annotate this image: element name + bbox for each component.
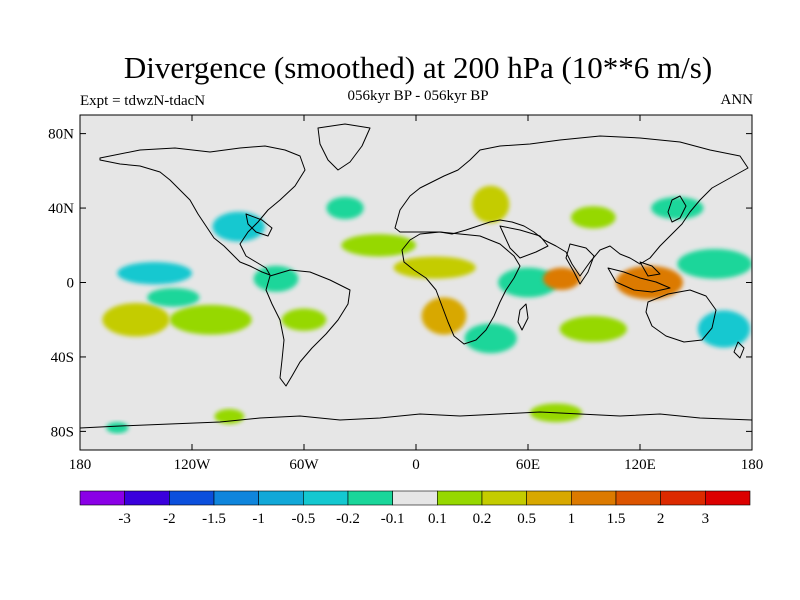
colorbar-swatch (392, 490, 438, 506)
colorbar-label: 2 (657, 511, 665, 527)
colorbar-swatch (660, 490, 706, 506)
x-tick-label: 120W (174, 457, 212, 473)
colorbar-label: 0.5 (517, 511, 536, 527)
plot-subtitle: 056kyr BP - 056kyr BP (347, 88, 489, 104)
colorbar-swatch (124, 490, 170, 506)
colorbar-label: 1.5 (607, 511, 626, 527)
divergence-region (498, 267, 558, 298)
experiment-label: Expt = tdwzN-tdacN (80, 93, 206, 109)
y-tick-label: 80N (48, 127, 74, 143)
y-tick-label: 40S (51, 350, 74, 366)
divergence-region (212, 211, 265, 242)
colorbar-swatch (615, 490, 661, 506)
x-tick-label: 120E (624, 457, 656, 473)
divergence-region (253, 265, 299, 292)
divergence-region (651, 196, 704, 220)
x-tick-label: 180 (69, 457, 92, 473)
colorbar-label: -1.5 (202, 511, 226, 527)
colorbar-label: -0.2 (336, 511, 360, 527)
colorbar-label: -1 (252, 511, 265, 527)
colorbar-label: 0.1 (428, 511, 447, 527)
y-tick-label: 0 (67, 276, 75, 292)
latitude-ticks: 80N 40N 0 40S 80S (48, 127, 752, 440)
colorbar: -3 -2 -1.5 -1 -0.5 -0.2 -0.1 0.1 0.2 0.5 1 1.5 2 3 (79, 490, 751, 527)
divergence-contours (83, 185, 752, 434)
divergence-region (83, 232, 151, 259)
divergence-region (281, 308, 327, 331)
colorbar-swatch (347, 490, 393, 506)
divergence-region (102, 302, 170, 337)
season-label: ANN (720, 92, 754, 108)
colorbar-label: 3 (702, 511, 710, 527)
colorbar-swatch (213, 490, 259, 506)
divergence-region (341, 234, 416, 257)
divergence-region (472, 185, 510, 223)
colorbar-label: -0.5 (291, 511, 315, 527)
divergence-region (106, 422, 129, 434)
x-tick-label: 60E (516, 457, 540, 473)
divergence-region (542, 267, 581, 290)
divergence-region (559, 316, 627, 343)
x-tick-label: 0 (412, 457, 420, 473)
colorbar-label: -0.1 (381, 511, 405, 527)
colorbar-swatch (258, 490, 304, 506)
divergence-region (169, 304, 252, 335)
coastlines (80, 123, 752, 429)
divergence-region (421, 297, 467, 335)
colorbar-swatch (169, 490, 215, 506)
colorbar-label: -3 (118, 511, 131, 527)
divergence-region (326, 196, 364, 220)
y-tick-label: 80S (51, 424, 74, 440)
divergence-region (393, 256, 476, 279)
colorbar-swatch (481, 490, 527, 506)
divergence-region (615, 265, 683, 300)
x-tick-label: 180 (741, 457, 764, 473)
divergence-region (570, 206, 616, 229)
x-tick-label: 60W (289, 457, 319, 473)
y-tick-label: 40N (48, 201, 74, 217)
colorbar-swatch (526, 490, 572, 506)
colorbar-swatch (705, 490, 751, 506)
colorbar-swatch (303, 490, 349, 506)
plot-title: Divergence (smoothed) at 200 hPa (10**6 … (123, 50, 713, 85)
divergence-region (147, 288, 200, 307)
colorbar-label: -2 (163, 511, 176, 527)
divergence-region (464, 323, 517, 354)
colorbar-swatch (437, 490, 483, 506)
longitude-ticks: 180 120W 60W 0 60E 120E 180 (69, 115, 764, 473)
colorbar-label: 0.2 (473, 511, 492, 527)
colorbar-swatch (571, 490, 617, 506)
colorbar-label: 1 (568, 511, 576, 527)
divergence-region (697, 310, 751, 348)
colorbar-swatch (79, 490, 125, 506)
divergence-region (677, 249, 752, 279)
divergence-region (117, 262, 192, 285)
